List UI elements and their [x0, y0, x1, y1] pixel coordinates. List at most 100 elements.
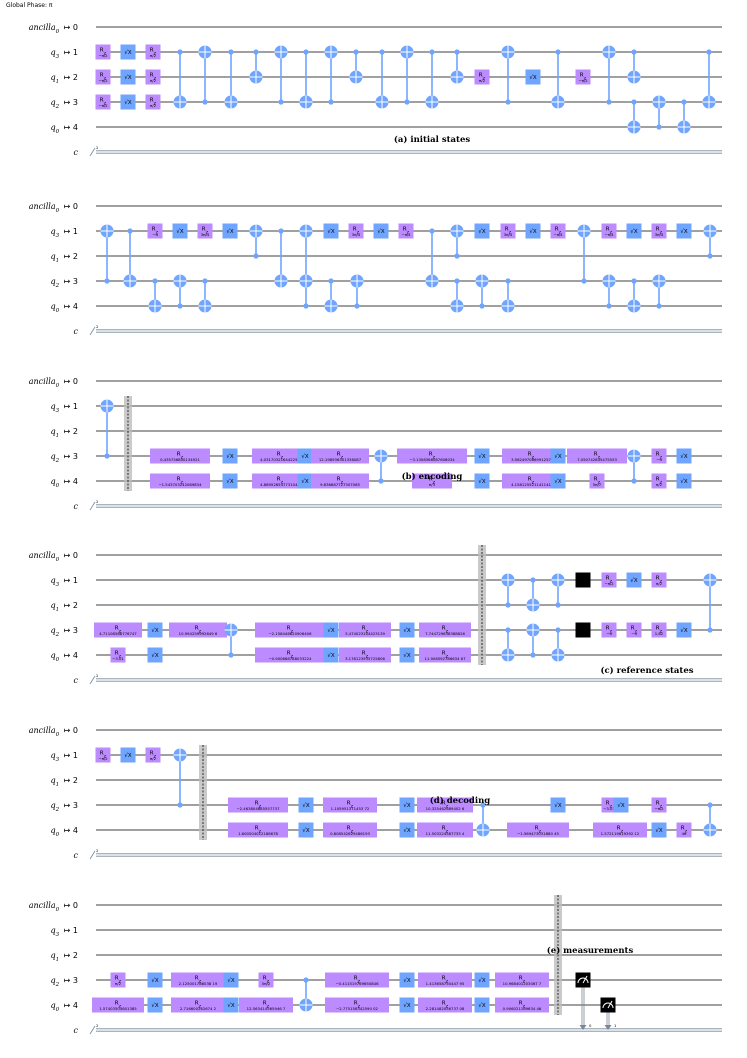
rz-gate-name: RZ: [354, 1001, 361, 1009]
rz-gate-name: RZ: [656, 227, 663, 235]
wire-label: q3 ↦ 1: [50, 926, 78, 938]
cnot-control-dot: [177, 49, 183, 55]
rz-gate-name: RZ: [362, 651, 369, 659]
cnot-control-dot: [581, 278, 587, 284]
rz-gate-param: −π: [606, 631, 612, 636]
rz-gate-param: −π/2: [98, 78, 108, 83]
rz-gate-name: RZ: [535, 826, 542, 834]
panel-caption: (a) initial states: [394, 134, 471, 145]
sx-gate: [474, 473, 490, 489]
rz-gate: [651, 622, 667, 638]
rz-gate-param: −π/2: [98, 103, 108, 108]
wire-label: q2 ↦ 3: [50, 452, 78, 464]
wire-label: ancilla0 ↦ 0: [29, 202, 78, 214]
rz-gate-name: RZ: [442, 626, 449, 634]
rz-gate: [228, 822, 288, 838]
rz-gate-param: −π/4: [553, 232, 563, 237]
cnot-control-dot: [253, 253, 259, 259]
rz-gate-param: 2.716600262674 2: [180, 1006, 217, 1011]
sx-gate: [120, 94, 136, 110]
rz-gate: [495, 972, 549, 988]
sx-gate-label: √X: [227, 1002, 235, 1009]
sx-gate-label: √X: [327, 627, 335, 634]
rz-gate: [418, 997, 472, 1013]
classical-register-size: 2: [96, 499, 99, 504]
rz-gate-name: RZ: [195, 1001, 202, 1009]
circuit-panel: ancilla0 ↦ 0 q3 ↦ 1 q1 ↦ 2 q2 ↦ 3 q0 ↦ 4 c 2 RZ…: [29, 23, 722, 157]
sx-gate-label: √X: [151, 1002, 159, 1009]
rz-gate-name: RZ: [150, 98, 157, 106]
sx-gate: [399, 622, 415, 638]
sx-gate-label: √X: [655, 827, 663, 834]
sx-gate: [298, 822, 314, 838]
rz-gate: [626, 622, 642, 638]
rz-gate: [94, 622, 142, 638]
cnot-control-dot: [454, 253, 460, 259]
sx-gate: [651, 822, 667, 838]
sx-gate-label: √X: [226, 478, 234, 485]
sx-gate-label: √X: [554, 478, 562, 485]
rz-gate-param: 7.744729638388826: [425, 631, 465, 636]
wire-label: q2 ↦ 3: [50, 626, 78, 638]
rz-gate-param: 11.908592786634 67: [424, 656, 466, 661]
rz-gate-param: −π/2: [654, 806, 664, 811]
rz-gate-param: 9.836687727307085: [320, 482, 360, 487]
sx-gate: [323, 647, 339, 663]
sx-gate: [223, 997, 239, 1013]
wire-label: q3 ↦ 1: [50, 48, 78, 60]
rz-gate-param: 12.198936301336087: [319, 457, 362, 462]
rz-gate-param: 0.435756800134921: [160, 457, 200, 462]
rz-gate-param: 3π/4: [504, 232, 513, 237]
rz-gate: [651, 473, 667, 489]
rz-gate-param: −π/2: [98, 756, 108, 761]
rz-gate-param: 7.050742845475553: [577, 457, 617, 462]
rz-gate-param: π/2: [656, 581, 663, 586]
rz-gate: [651, 448, 667, 464]
sx-gate: [525, 69, 541, 85]
classical-register-size: 2: [96, 145, 99, 150]
rz-gate-name: RZ: [528, 477, 535, 485]
rz-gate: [601, 622, 617, 638]
wire-label: q0 ↦ 4: [50, 651, 78, 663]
global-phase-label: Global Phase: π: [6, 2, 53, 9]
rz-gate: [323, 797, 377, 813]
rz-gate-name: RZ: [617, 826, 624, 834]
rz-gate: [419, 622, 471, 638]
sx-gate: [297, 473, 313, 489]
rz-gate-param: 2.281482056737 08: [426, 1006, 465, 1011]
rz-gate: [311, 473, 369, 489]
cnot-control-dot: [479, 303, 485, 309]
rz-gate-name: RZ: [100, 751, 107, 759]
sx-gate-label: √X: [377, 228, 385, 235]
sx-gate: [172, 223, 188, 239]
sx-gate-label: √X: [680, 627, 688, 634]
wire-label: q3 ↦ 1: [50, 227, 78, 239]
cnot-control-dot: [505, 99, 511, 105]
rz-gate-param: 1.57403504601385: [99, 1006, 137, 1011]
rz-gate-param: π/2: [656, 482, 663, 487]
rz-gate-param: 10.968401203067 7: [503, 981, 542, 986]
sx-gate: [298, 797, 314, 813]
wire-label: q2 ↦ 3: [50, 801, 78, 813]
rz-gate-param: −3.1308366087608034: [409, 457, 455, 462]
cnot-control-dot: [631, 478, 637, 484]
cnot-control-dot: [228, 652, 234, 658]
sx-gate-label: √X: [124, 752, 132, 759]
cnot-control-dot: [454, 278, 460, 284]
sx-gate: [373, 223, 389, 239]
rz-gate: [589, 473, 605, 489]
rz-gate-name: RZ: [347, 801, 354, 809]
sx-gate-label: √X: [124, 49, 132, 56]
cnot-control-dot: [328, 278, 334, 284]
rz-gate-param: −0.411519769650846: [335, 981, 379, 986]
rz-gate-param: 1.572119619392 12: [601, 831, 640, 836]
rz-gate-param: 1.413658750447 95: [426, 981, 465, 986]
rz-gate-name: RZ: [152, 227, 159, 235]
rz-gate: [325, 997, 389, 1013]
rz-gate-name: RZ: [150, 73, 157, 81]
rz-gate: [550, 223, 566, 239]
classical-register-label: c: [74, 148, 79, 157]
cnot-control-dot: [253, 49, 259, 55]
sx-gate-label: √X: [529, 74, 537, 81]
